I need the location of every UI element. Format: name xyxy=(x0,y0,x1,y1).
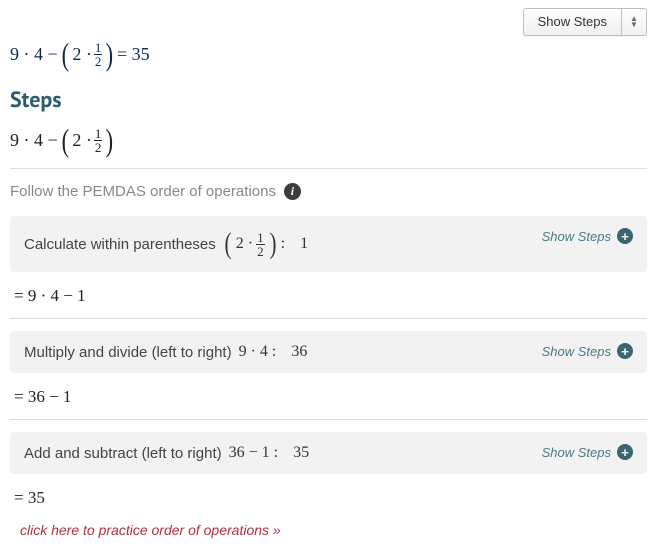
show-steps-label: Show Steps xyxy=(542,344,611,359)
step-label: Multiply and divide (left to right) xyxy=(24,344,232,361)
step-content: Calculate within parentheses ( 2 · 1 2 )… xyxy=(24,228,308,260)
practice-link[interactable]: click here to practice order of operatio… xyxy=(20,522,647,538)
step1-after: = 9 · 4 − 1 xyxy=(14,286,647,306)
step-content: Multiply and divide (left to right) 9 · … xyxy=(24,343,307,361)
show-steps-dropdown[interactable]: Show Steps ▲▼ xyxy=(523,8,647,36)
step3-after: = 35 xyxy=(14,488,647,508)
show-steps-button[interactable]: Show Steps + xyxy=(542,228,633,244)
fraction: 1 2 xyxy=(256,231,265,258)
step-content: Add and subtract (left to right) 36 − 1 … xyxy=(24,444,309,462)
show-steps-label: Show Steps xyxy=(542,229,611,244)
fraction: 1 2 xyxy=(94,127,103,154)
plus-icon: + xyxy=(617,444,633,460)
left-paren-icon: ( xyxy=(61,124,68,156)
step-result: 1 xyxy=(300,235,308,253)
fraction: 1 2 xyxy=(94,41,103,68)
steps-heading: Steps xyxy=(10,86,647,114)
frac-num: 1 xyxy=(94,41,103,55)
step-box-parentheses: Calculate within parentheses ( 2 · 1 2 )… xyxy=(10,216,647,272)
frac-num: 1 xyxy=(256,231,265,245)
frac-num: 1 xyxy=(94,127,103,141)
dropdown-label: Show Steps xyxy=(524,9,622,35)
left-paren-icon: ( xyxy=(61,38,68,70)
show-steps-label: Show Steps xyxy=(542,445,611,460)
show-steps-button[interactable]: Show Steps + xyxy=(542,444,633,460)
pemdas-text: Follow the PEMDAS order of operations xyxy=(10,183,276,200)
show-steps-button[interactable]: Show Steps + xyxy=(542,343,633,359)
expr-inner: 2 · xyxy=(72,130,92,151)
right-paren-icon: ) xyxy=(106,124,113,156)
step2-after: = 36 − 1 xyxy=(14,387,647,407)
right-paren-icon: ) xyxy=(106,38,113,70)
plus-icon: + xyxy=(617,343,633,359)
eq-inner-prefix: 2 · xyxy=(72,44,92,65)
pemdas-instruction: Follow the PEMDAS order of operations i xyxy=(10,183,647,200)
step-expr: 9 · 4 : xyxy=(239,343,277,361)
frac-den: 2 xyxy=(94,141,103,154)
step-expr: 36 − 1 : xyxy=(229,444,278,462)
step-result: 36 xyxy=(291,343,307,361)
main-equation: 9 · 4 − ( 2 · 1 2 ) = 35 xyxy=(10,38,647,70)
step-inner: 2 · xyxy=(236,235,253,253)
info-icon[interactable]: i xyxy=(284,183,301,200)
step-result: 35 xyxy=(293,444,309,462)
left-paren-icon: ( xyxy=(224,228,231,260)
frac-den: 2 xyxy=(94,55,103,68)
divider xyxy=(10,419,647,420)
step-label: Calculate within parentheses xyxy=(24,236,216,253)
right-paren-icon: ) xyxy=(269,228,276,260)
divider xyxy=(10,318,647,319)
expr-prefix: 9 · 4 − xyxy=(10,130,58,151)
eq-rhs: = 35 xyxy=(117,44,150,65)
frac-den: 2 xyxy=(256,245,265,258)
divider xyxy=(10,168,647,169)
step-label: Add and subtract (left to right) xyxy=(24,445,222,462)
dropdown-arrows-icon: ▲▼ xyxy=(622,9,646,35)
eq-lhs-prefix: 9 · 4 − xyxy=(10,44,58,65)
expression-line: 9 · 4 − ( 2 · 1 2 ) xyxy=(10,124,647,156)
plus-icon: + xyxy=(617,228,633,244)
step-box-multiply: Multiply and divide (left to right) 9 · … xyxy=(10,331,647,373)
step-colon: : xyxy=(281,235,285,253)
step-box-add: Add and subtract (left to right) 36 − 1 … xyxy=(10,432,647,474)
